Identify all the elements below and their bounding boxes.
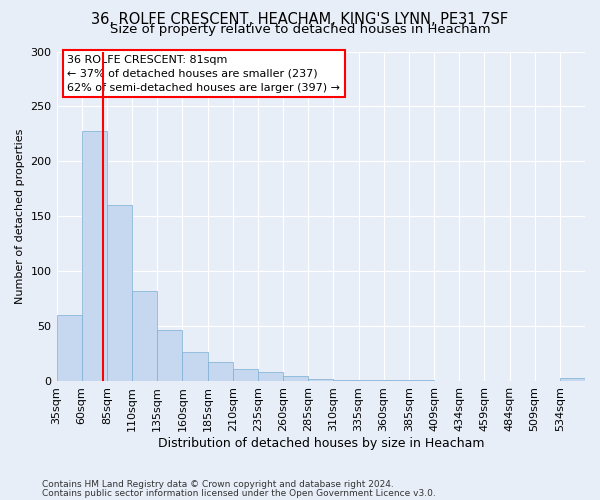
Text: Contains HM Land Registry data © Crown copyright and database right 2024.: Contains HM Land Registry data © Crown c… (42, 480, 394, 489)
Bar (157, 330, 182, 382)
Text: 36 ROLFE CRESCENT: 81sqm
← 37% of detached houses are smaller (237)
62% of semi-: 36 ROLFE CRESCENT: 81sqm ← 37% of detach… (67, 55, 340, 93)
Bar (208, 362, 233, 382)
Y-axis label: Number of detached properties: Number of detached properties (15, 129, 25, 304)
Bar (308, 380, 334, 382)
Bar (334, 380, 359, 382)
Bar (359, 380, 383, 382)
Bar (383, 380, 409, 382)
Bar (233, 370, 258, 382)
Text: Size of property relative to detached houses in Heacham: Size of property relative to detached ho… (110, 22, 490, 36)
Text: 36, ROLFE CRESCENT, HEACHAM, KING'S LYNN, PE31 7SF: 36, ROLFE CRESCENT, HEACHAM, KING'S LYNN… (91, 12, 509, 28)
Bar (409, 380, 434, 382)
Bar (56, 316, 82, 382)
Bar (132, 292, 157, 382)
Bar (283, 376, 308, 382)
Text: Contains public sector information licensed under the Open Government Licence v3: Contains public sector information licen… (42, 488, 436, 498)
Bar (182, 352, 208, 382)
Bar (258, 372, 283, 382)
X-axis label: Distribution of detached houses by size in Heacham: Distribution of detached houses by size … (158, 437, 484, 450)
Bar (107, 206, 132, 382)
Bar (82, 130, 107, 382)
Bar (560, 378, 585, 382)
